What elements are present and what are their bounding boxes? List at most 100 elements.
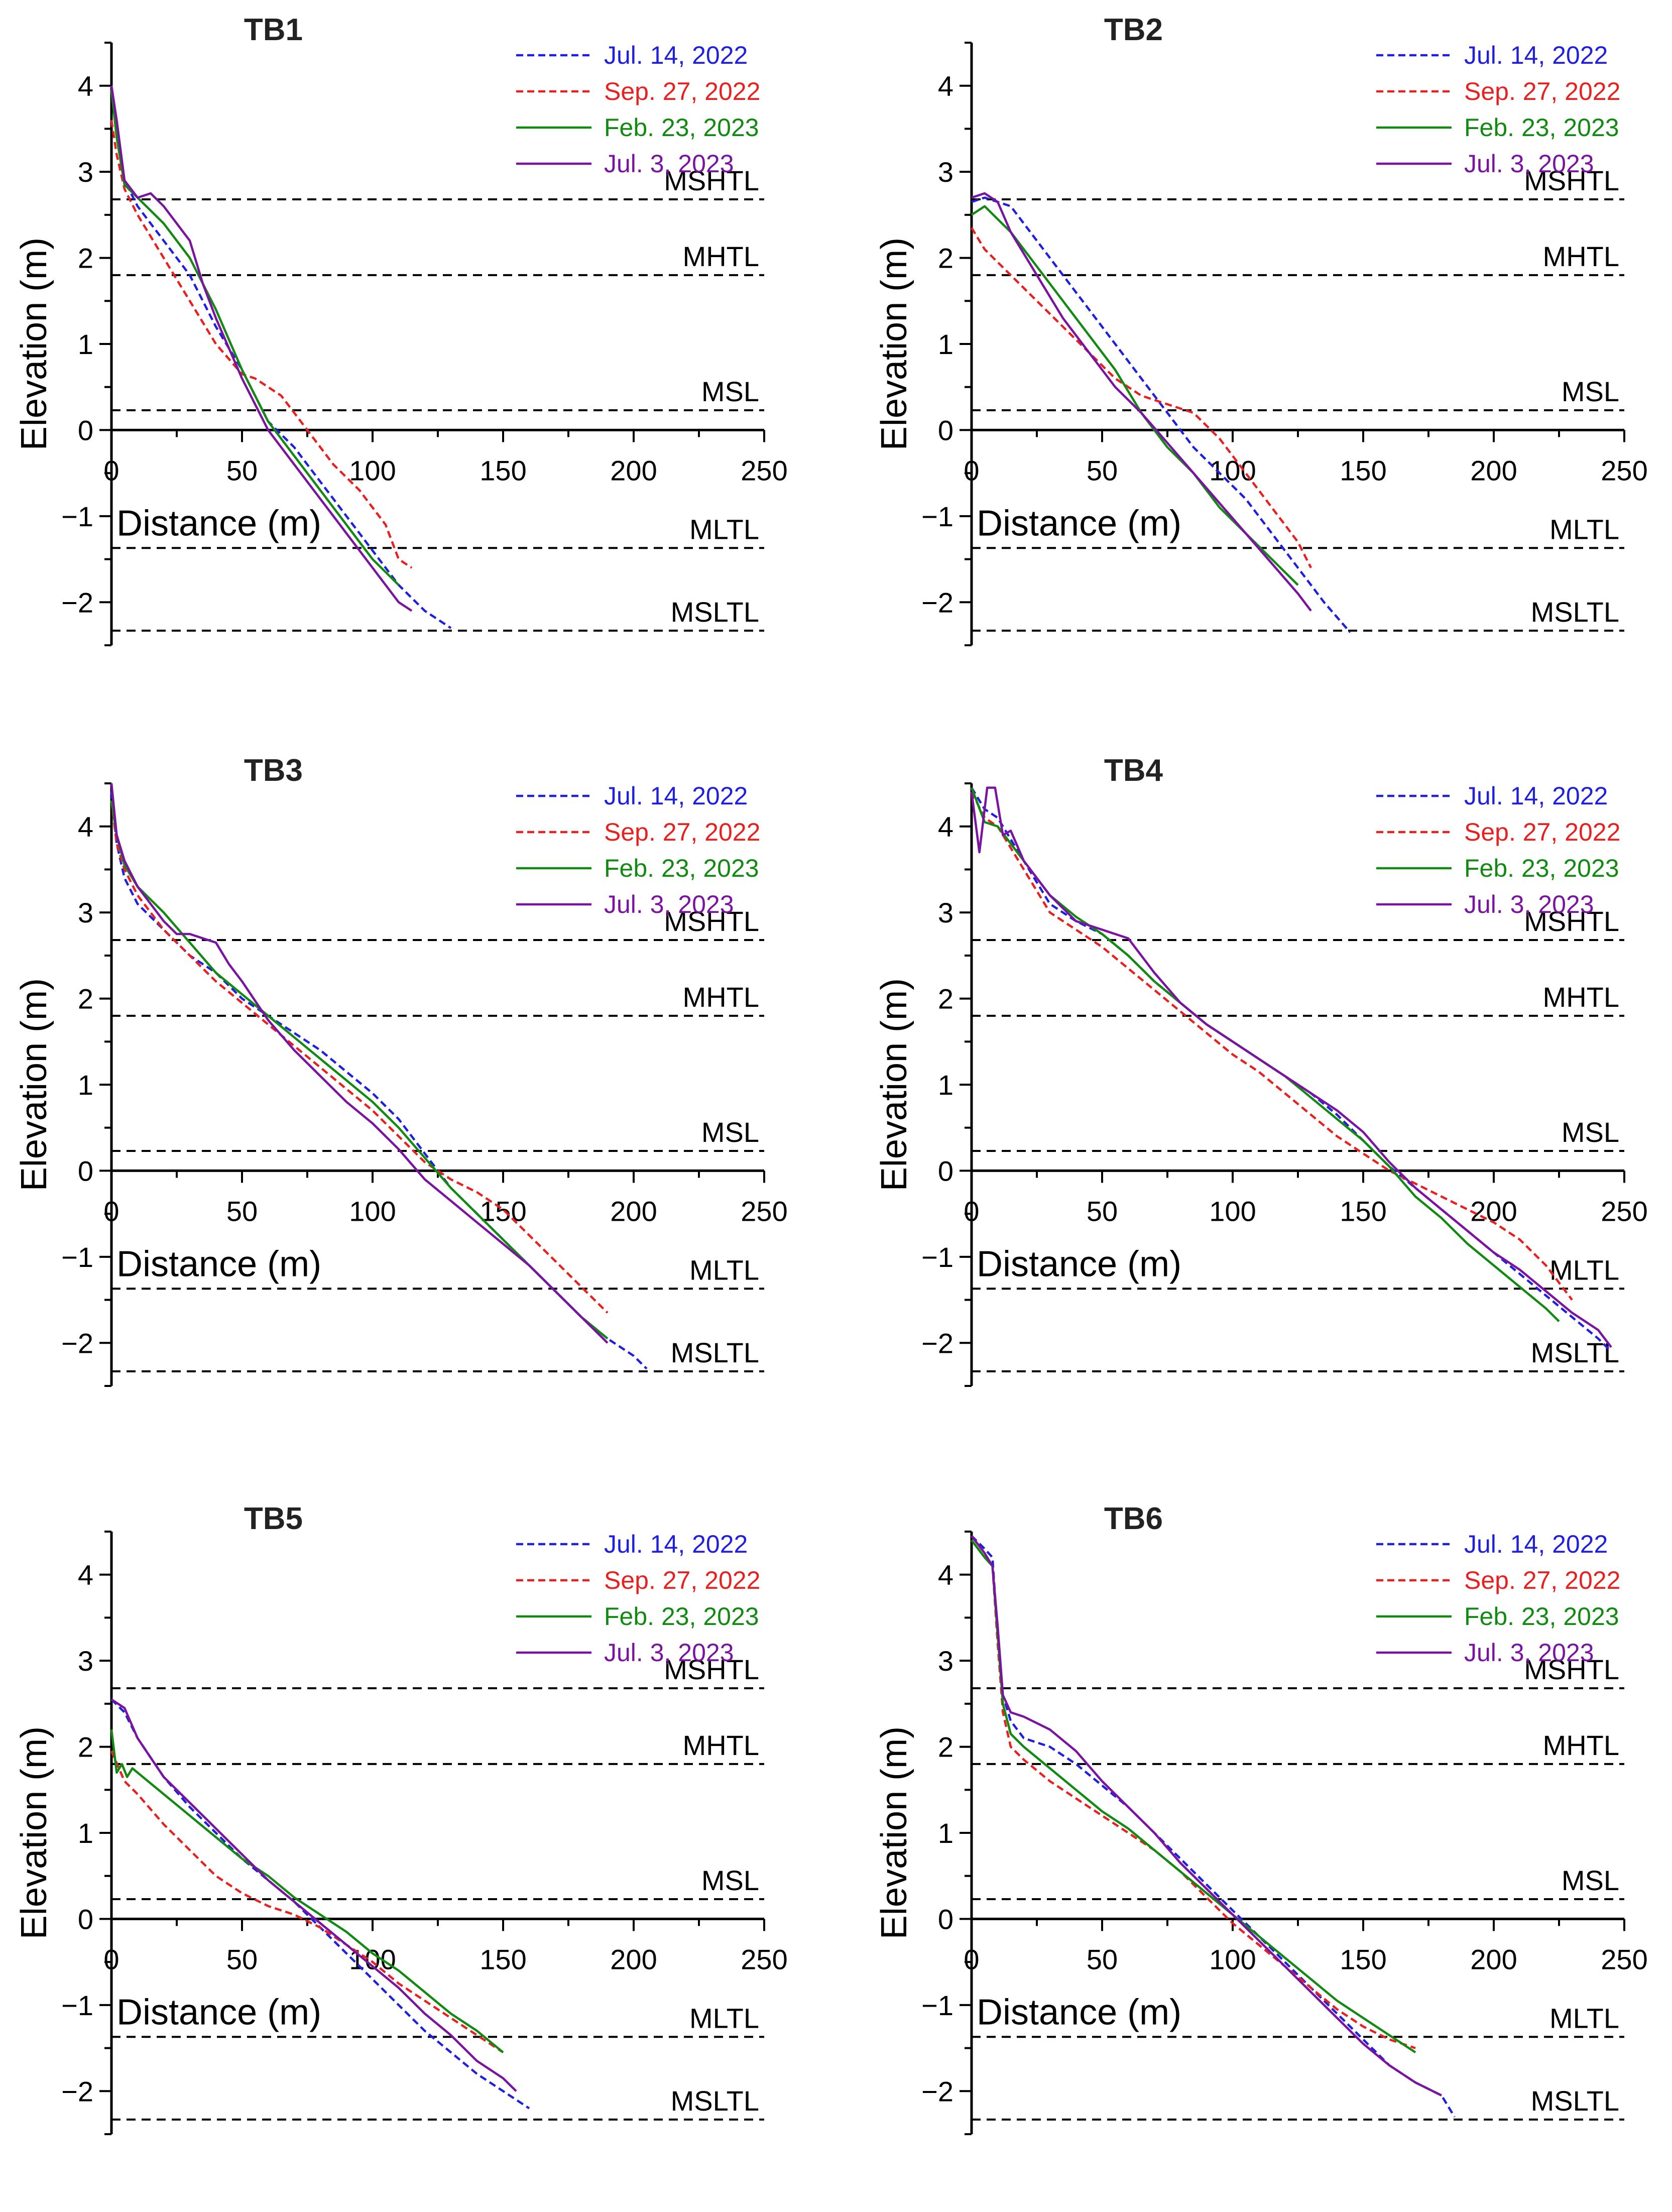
x-axis-label: Distance (m) bbox=[977, 1992, 1181, 2032]
reference-label-mhtl: MHTL bbox=[683, 981, 759, 1013]
reference-label-mhtl: MHTL bbox=[683, 1729, 759, 1761]
x-tick-label: 0 bbox=[964, 1195, 979, 1227]
panel-tb4: MSHTL MHTL MSL MLTL MSLTL −2 −1 0 1 2 3 4 Elevation … bbox=[874, 753, 1648, 1387]
x-tick-label: 150 bbox=[1340, 454, 1386, 486]
legend-label: Jul. 3, 2023 bbox=[604, 890, 734, 918]
x-tick-label: 100 bbox=[1209, 1943, 1256, 1975]
y-axis-label: Elevation (m) bbox=[14, 1726, 54, 1939]
y-tick-label: 0 bbox=[938, 414, 953, 446]
x-axis-label: Distance (m) bbox=[977, 503, 1181, 543]
series-line-0 bbox=[110, 85, 452, 629]
legend-label: Jul. 14, 2022 bbox=[604, 782, 748, 810]
reference-label-mhtl: MHTL bbox=[1543, 241, 1619, 272]
panel-title: TB1 bbox=[244, 13, 303, 47]
legend-label: Jul. 14, 2022 bbox=[1464, 41, 1608, 69]
y-tick-label: 4 bbox=[938, 811, 953, 843]
reference-label-msl: MSL bbox=[1562, 376, 1619, 407]
x-tick-label: 250 bbox=[741, 1943, 787, 1975]
series-line-1 bbox=[110, 120, 413, 569]
x-axis-label: Distance (m) bbox=[116, 1244, 321, 1284]
y-axis-label: Elevation (m) bbox=[874, 978, 914, 1191]
y-axis-label: Elevation (m) bbox=[14, 238, 54, 450]
reference-label-msl: MSL bbox=[701, 376, 759, 407]
reference-label-mhtl: MHTL bbox=[1543, 981, 1619, 1013]
x-tick-label: 100 bbox=[349, 454, 396, 486]
y-tick-label: 3 bbox=[938, 1645, 953, 1677]
x-tick-label: 0 bbox=[103, 1943, 119, 1975]
legend-label: Jul. 14, 2022 bbox=[1464, 1530, 1608, 1558]
legend-label: Feb. 23, 2023 bbox=[1464, 854, 1619, 882]
reference-label-mltl: MLTL bbox=[1549, 513, 1619, 545]
x-tick-label: 0 bbox=[964, 1943, 979, 1975]
x-tick-label: 50 bbox=[226, 1195, 258, 1227]
legend-label: Sep. 27, 2022 bbox=[1464, 77, 1620, 105]
y-tick-label: 4 bbox=[78, 1559, 93, 1591]
y-tick-label: −1 bbox=[921, 501, 953, 532]
y-tick-label: 4 bbox=[78, 70, 93, 102]
legend-label: Jul. 3, 2023 bbox=[604, 1639, 734, 1667]
y-tick-label: 3 bbox=[78, 1645, 93, 1677]
series-line-3 bbox=[971, 192, 1312, 612]
series-line-0 bbox=[110, 1698, 530, 2110]
legend-label: Jul. 14, 2022 bbox=[1464, 782, 1608, 810]
legend-label: Jul. 14, 2022 bbox=[604, 41, 748, 69]
series-line-3 bbox=[110, 783, 609, 1344]
legend-label: Jul. 3, 2023 bbox=[604, 150, 734, 178]
y-tick-label: 2 bbox=[938, 983, 953, 1015]
x-tick-label: 100 bbox=[349, 1195, 396, 1227]
y-tick-label: 3 bbox=[938, 897, 953, 928]
y-tick-label: −2 bbox=[61, 2075, 93, 2107]
y-tick-label: 0 bbox=[78, 414, 93, 446]
series-line-0 bbox=[971, 196, 1351, 633]
x-tick-label: 150 bbox=[480, 1943, 526, 1975]
reference-label-mshtl: MSHTL bbox=[1524, 1654, 1619, 1685]
y-tick-label: 3 bbox=[78, 156, 93, 188]
x-tick-label: 150 bbox=[1340, 1195, 1386, 1227]
panel-tb5: MSHTL MHTL MSL MLTL MSLTL −2 −1 0 1 2 3 4 Elevation … bbox=[14, 1501, 788, 2135]
x-tick-label: 250 bbox=[741, 454, 787, 486]
reference-label-mshtl: MSHTL bbox=[1524, 165, 1619, 196]
y-tick-label: −2 bbox=[921, 587, 953, 618]
legend-label: Feb. 23, 2023 bbox=[1464, 113, 1619, 142]
y-tick-label: −2 bbox=[921, 1327, 953, 1359]
x-tick-label: 50 bbox=[1087, 454, 1118, 486]
legend-label: Jul. 3, 2023 bbox=[1464, 1639, 1594, 1667]
x-tick-label: 100 bbox=[1209, 1195, 1256, 1227]
y-axis-label: Elevation (m) bbox=[874, 238, 914, 450]
reference-label-msl: MSL bbox=[1562, 1116, 1619, 1148]
reference-label-msl: MSL bbox=[701, 1116, 759, 1148]
series-line-1 bbox=[971, 227, 1312, 568]
reference-label-msltl: MSLTL bbox=[671, 2085, 759, 2117]
reference-label-mltl: MLTL bbox=[1549, 2002, 1619, 2034]
reference-label-msltl: MSLTL bbox=[671, 596, 759, 628]
reference-label-mltl: MLTL bbox=[689, 1254, 759, 1286]
y-tick-label: 0 bbox=[938, 1155, 953, 1187]
y-tick-label: 1 bbox=[938, 328, 953, 360]
y-tick-label: 1 bbox=[78, 1817, 93, 1849]
x-tick-label: 150 bbox=[1340, 1943, 1386, 1975]
x-tick-label: 100 bbox=[349, 1943, 396, 1975]
reference-label-mltl: MLTL bbox=[689, 513, 759, 545]
x-tick-label: 200 bbox=[610, 454, 657, 486]
legend-label: Sep. 27, 2022 bbox=[1464, 1566, 1620, 1594]
x-tick-label: 250 bbox=[741, 1195, 787, 1227]
y-axis-label: Elevation (m) bbox=[14, 978, 54, 1191]
y-tick-label: 0 bbox=[78, 1155, 93, 1187]
series-line-2 bbox=[971, 1539, 1416, 2053]
y-tick-label: 3 bbox=[78, 897, 93, 928]
legend-label: Sep. 27, 2022 bbox=[604, 818, 760, 846]
y-tick-label: −2 bbox=[921, 2075, 953, 2107]
reference-label-msl: MSL bbox=[701, 1865, 759, 1896]
panel-title: TB2 bbox=[1104, 13, 1163, 47]
y-tick-label: 2 bbox=[938, 243, 953, 274]
series-line-1 bbox=[110, 1751, 504, 2053]
y-tick-label: 3 bbox=[938, 156, 953, 188]
reference-label-msl: MSL bbox=[1562, 1865, 1619, 1896]
panel-tb2: MSHTL MHTL MSL MLTL MSLTL −2 −1 0 1 2 3 4 Elevation … bbox=[874, 13, 1648, 646]
panel-tb6: MSHTL MHTL MSL MLTL MSLTL −2 −1 0 1 2 3 4 Elevation … bbox=[874, 1501, 1648, 2135]
series-line-3 bbox=[110, 85, 413, 612]
x-tick-label: 0 bbox=[103, 1195, 119, 1227]
panel-title: TB3 bbox=[244, 753, 303, 788]
y-tick-label: −1 bbox=[61, 1990, 93, 2021]
reference-label-mhtl: MHTL bbox=[683, 241, 759, 272]
